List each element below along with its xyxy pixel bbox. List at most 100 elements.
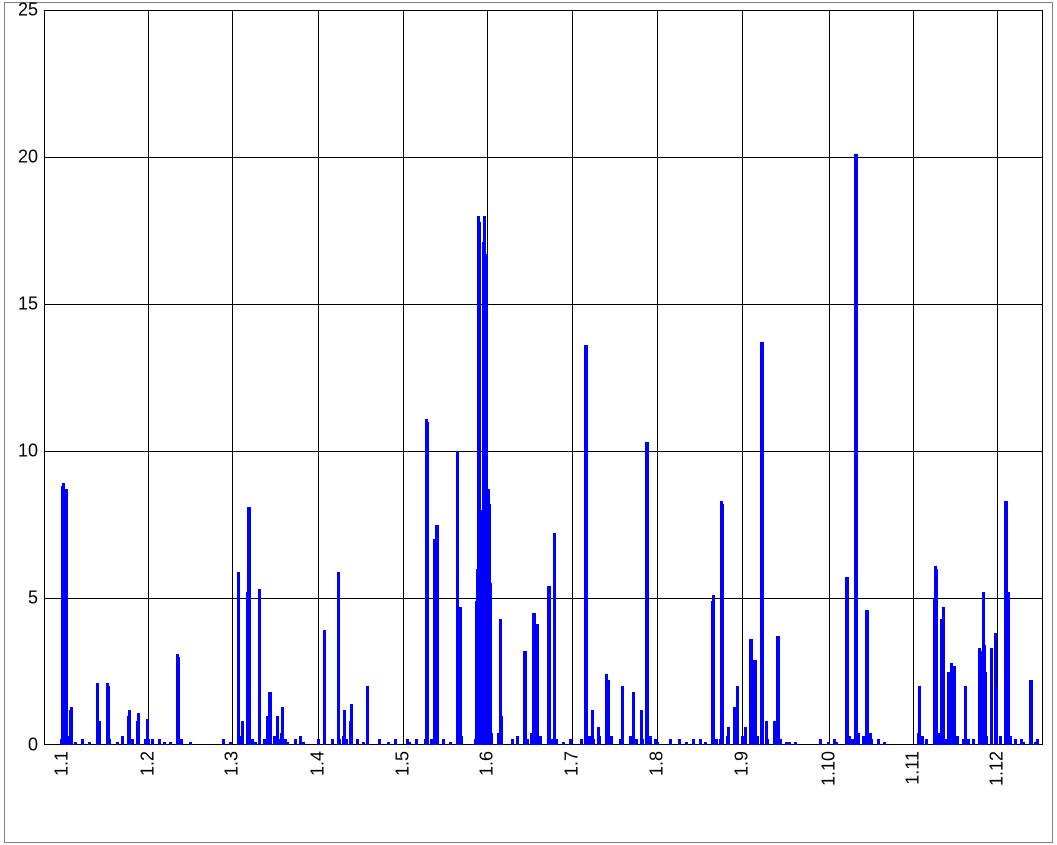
- bar: [449, 742, 452, 745]
- bar: [222, 739, 225, 745]
- bar: [569, 739, 572, 745]
- y-gridline: [44, 451, 1043, 452]
- x-gridline: [148, 10, 149, 745]
- x-tick-label: 1.2: [138, 751, 159, 776]
- x-tick-label: 1.4: [308, 751, 329, 776]
- bar: [539, 736, 542, 745]
- bar: [169, 742, 172, 745]
- bar: [635, 739, 638, 745]
- x-gridline: [829, 10, 830, 745]
- bar: [248, 507, 251, 745]
- bar: [524, 651, 527, 745]
- bar: [317, 739, 320, 745]
- bar: [526, 739, 529, 745]
- bar: [870, 739, 873, 745]
- bar: [715, 739, 718, 745]
- bar: [258, 589, 261, 745]
- plot-area: [44, 10, 1043, 745]
- bar: [921, 736, 924, 745]
- bar: [1036, 739, 1039, 745]
- x-tick-label: 1.5: [393, 751, 414, 776]
- bar: [835, 742, 838, 745]
- bar: [756, 736, 759, 745]
- x-tick-label: 1.9: [732, 751, 753, 776]
- bar: [562, 742, 565, 745]
- bar: [935, 569, 938, 745]
- x-gridline: [318, 10, 319, 745]
- x-tick-label: 1.6: [477, 751, 498, 776]
- y-tick-label: 15: [0, 294, 38, 315]
- y-tick-label: 25: [0, 0, 38, 21]
- bar: [345, 739, 348, 745]
- bar: [990, 648, 993, 745]
- y-tick-label: 0: [0, 735, 38, 756]
- bar: [754, 660, 757, 745]
- bar: [241, 721, 244, 745]
- x-tick-label: 1.11: [903, 751, 924, 785]
- bar: [362, 742, 365, 745]
- x-gridline: [572, 10, 573, 745]
- bar: [942, 607, 945, 745]
- bar: [286, 742, 289, 745]
- bar: [536, 624, 539, 745]
- bar: [553, 533, 556, 745]
- bar: [108, 739, 111, 745]
- bar: [415, 739, 418, 745]
- bar: [408, 742, 411, 745]
- bar: [779, 739, 782, 745]
- bar: [685, 742, 688, 745]
- bar: [88, 742, 91, 745]
- bar: [744, 727, 747, 745]
- bar: [866, 610, 869, 745]
- bar: [766, 739, 769, 745]
- bar: [426, 422, 429, 745]
- bar: [610, 736, 613, 745]
- bar: [337, 572, 340, 745]
- bar: [70, 707, 73, 745]
- y-tick-label: 10: [0, 441, 38, 462]
- x-gridline: [232, 10, 233, 745]
- bar: [177, 657, 180, 745]
- bar: [158, 739, 161, 745]
- bar: [883, 742, 886, 745]
- x-tick-label: 1.3: [222, 751, 243, 776]
- bar: [1030, 680, 1033, 745]
- bar: [857, 733, 860, 745]
- bar: [294, 739, 297, 745]
- bar: [98, 721, 101, 745]
- bar: [1009, 736, 1012, 745]
- bar: [953, 666, 956, 745]
- bar: [984, 672, 987, 746]
- bar: [727, 727, 730, 745]
- bar: [107, 686, 110, 745]
- bar: [788, 742, 791, 745]
- y-gridline: [44, 157, 1043, 158]
- bar: [442, 739, 445, 745]
- bar: [131, 739, 134, 745]
- bar: [394, 739, 397, 745]
- bar: [254, 742, 257, 745]
- bar: [669, 739, 672, 745]
- bar: [646, 442, 649, 745]
- bar: [999, 736, 1002, 745]
- bar: [985, 736, 988, 745]
- x-tick-label: 1.8: [647, 751, 668, 776]
- bar: [678, 739, 681, 745]
- bar: [189, 742, 192, 745]
- bar: [460, 736, 463, 745]
- bar: [995, 686, 998, 745]
- bar: [721, 504, 724, 745]
- x-gridline: [913, 10, 914, 745]
- bar: [378, 739, 381, 745]
- bar: [121, 736, 124, 745]
- bar: [972, 739, 975, 745]
- bar: [516, 736, 519, 745]
- x-gridline: [657, 10, 658, 745]
- bar: [269, 692, 272, 745]
- bar: [137, 713, 140, 745]
- bar: [459, 607, 462, 745]
- bar: [1014, 739, 1017, 745]
- x-tick-label: 1.1: [52, 751, 73, 776]
- bar: [548, 586, 551, 745]
- bar: [592, 739, 595, 745]
